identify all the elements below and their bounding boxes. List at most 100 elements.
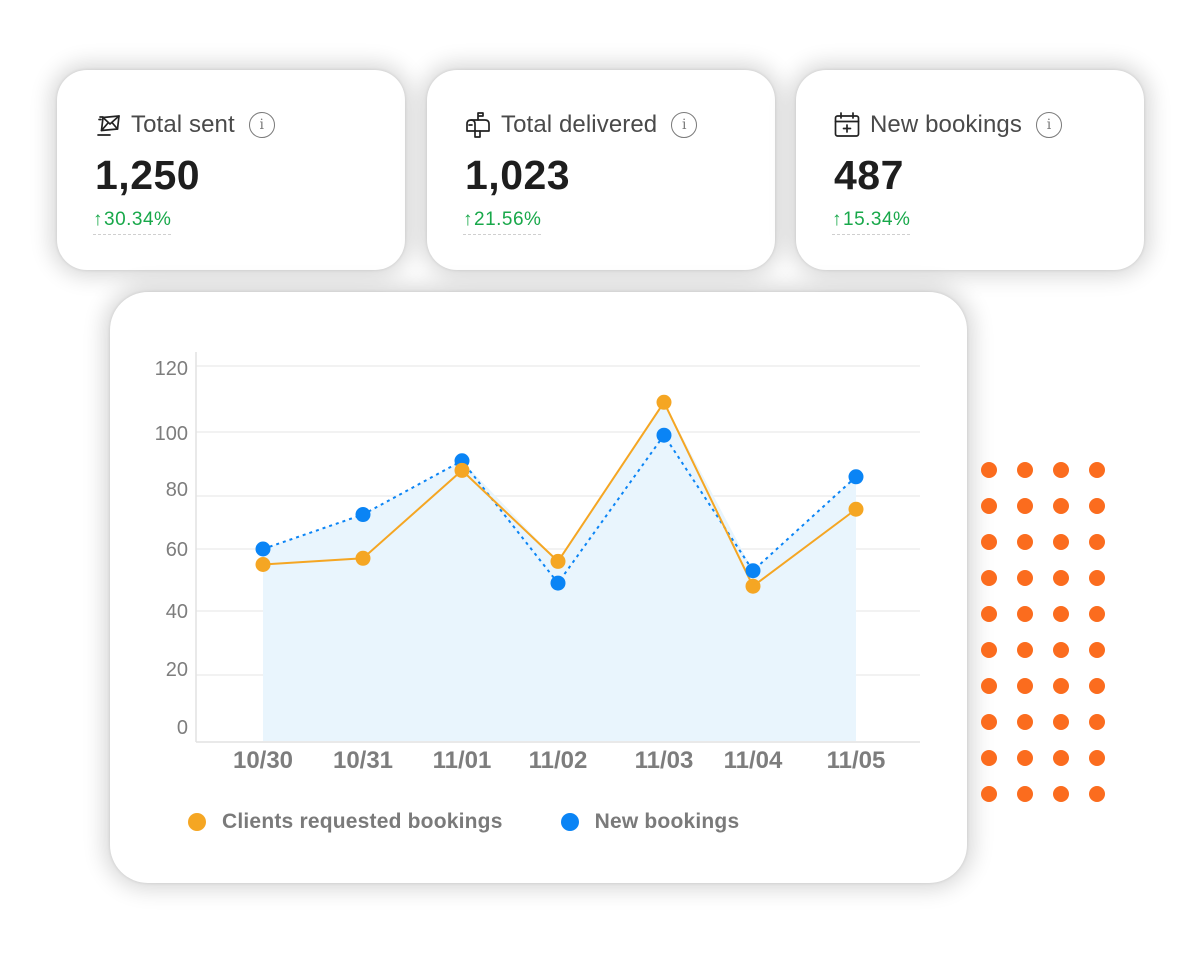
decorative-dot: [1053, 534, 1069, 550]
legend-item-new-bookings[interactable]: New bookings: [560, 810, 740, 834]
stat-value: 1,250: [95, 152, 201, 198]
decorative-dot: [981, 498, 997, 514]
stat-value: 1,023: [465, 152, 571, 198]
decorative-dot: [1017, 750, 1033, 766]
decorative-dot: [981, 642, 997, 658]
stat-label: Total delivered: [501, 111, 658, 138]
decorative-dot: [981, 606, 997, 622]
decorative-dot: [981, 570, 997, 586]
y-tick-label: 60: [166, 539, 188, 561]
decorative-dot: [1089, 714, 1105, 730]
decorative-dot: [1089, 462, 1105, 478]
decorative-dot: [1089, 750, 1105, 766]
y-tick-label: 100: [155, 423, 188, 445]
decorative-dot: [1089, 678, 1105, 694]
data-point-requested[interactable]: [454, 462, 470, 478]
data-point-requested[interactable]: [848, 501, 864, 517]
y-tick-label: 20: [166, 659, 188, 681]
y-tick-label: 120: [155, 358, 188, 380]
decorative-dot: [1089, 570, 1105, 586]
decorative-dot-grid: [981, 462, 1105, 802]
legend-item-requested[interactable]: Clients requested bookings: [188, 810, 503, 834]
x-tick-label: 10/31: [333, 747, 393, 774]
data-point-new-bookings[interactable]: [656, 427, 672, 443]
line-chart: 0 20 40 60 80 100 120 10/30 10/31 11/01 11/02 11/03…: [155, 352, 920, 774]
stat-label: Total sent: [131, 111, 235, 138]
legend-dot-orange-icon: [188, 813, 206, 831]
decorative-dot: [1053, 462, 1069, 478]
decorative-dot: [981, 786, 997, 802]
decorative-dot: [981, 534, 997, 550]
stat-change-value: 15.34%: [843, 209, 911, 230]
decorative-dot: [1053, 786, 1069, 802]
info-icon[interactable]: i: [1035, 112, 1062, 138]
data-point-new-bookings[interactable]: [848, 469, 864, 485]
decorative-dot: [1089, 498, 1105, 514]
decorative-dot: [1053, 678, 1069, 694]
decorative-dot: [1089, 606, 1105, 622]
x-tick-label: 11/03: [635, 747, 694, 774]
decorative-dot: [1053, 750, 1069, 766]
x-tick-label: 10/30: [233, 747, 293, 774]
legend-dot-blue-icon: [560, 813, 579, 831]
envelope-send-icon: [93, 110, 123, 140]
data-point-new-bookings[interactable]: [255, 541, 271, 557]
decorative-dot: [1017, 642, 1033, 658]
decorative-dot: [1053, 714, 1069, 730]
y-tick-label: 0: [177, 717, 188, 739]
calendar-plus-icon: [832, 110, 862, 140]
stat-header: Total sent i: [93, 110, 275, 140]
mailbox-icon: [463, 110, 493, 140]
decorative-dot: [1089, 534, 1105, 550]
arrow-up-icon: ↑: [463, 209, 473, 230]
stat-header: New bookings i: [832, 110, 1062, 140]
data-point-requested[interactable]: [745, 578, 761, 594]
decorative-dot: [1017, 714, 1033, 730]
stat-change-value: 21.56%: [474, 209, 542, 230]
decorative-dot: [981, 714, 997, 730]
decorative-dot: [1053, 498, 1069, 514]
area-fill: [263, 402, 856, 741]
stat-change: ↑15.34%: [832, 209, 911, 235]
stat-value: 487: [834, 152, 904, 198]
stat-label: New bookings: [870, 111, 1022, 138]
decorative-dot: [1017, 678, 1033, 694]
data-point-requested[interactable]: [255, 557, 271, 572]
data-point-new-bookings[interactable]: [745, 563, 761, 579]
decorative-dot: [1053, 606, 1069, 622]
decorative-dot: [981, 750, 997, 766]
x-tick-label: 11/05: [827, 747, 886, 774]
line-chart-card: 0 20 40 60 80 100 120 10/30 10/31 11/01 11/02 11/03…: [110, 292, 967, 883]
decorative-dot: [1089, 786, 1105, 802]
stat-change: ↑21.56%: [463, 209, 542, 235]
stat-header: Total delivered i: [463, 110, 698, 140]
x-tick-label: 11/02: [529, 747, 588, 774]
decorative-dot: [1017, 534, 1033, 550]
data-point-requested[interactable]: [656, 394, 672, 410]
decorative-dot: [981, 678, 997, 694]
y-tick-label: 40: [166, 601, 188, 623]
data-point-new-bookings[interactable]: [355, 507, 371, 523]
x-tick-label: 11/04: [724, 747, 783, 774]
info-icon[interactable]: i: [671, 112, 698, 138]
data-point-new-bookings[interactable]: [550, 575, 566, 591]
legend-label: New bookings: [594, 810, 740, 833]
decorative-dot: [1089, 642, 1105, 658]
chart-legend: Clients requested bookings New bookings: [188, 810, 797, 834]
stat-card-total-delivered: Total delivered i 1,023 ↑21.56%: [427, 70, 775, 270]
decorative-dot: [1017, 498, 1033, 514]
decorative-dot: [1053, 642, 1069, 658]
x-tick-label: 11/01: [433, 747, 492, 774]
data-point-requested[interactable]: [355, 550, 371, 566]
decorative-dot: [1017, 462, 1033, 478]
decorative-dot: [1053, 570, 1069, 586]
decorative-dot: [1017, 606, 1033, 622]
stat-card-total-sent: Total sent i 1,250 ↑30.34%: [57, 70, 405, 270]
y-tick-label: 80: [166, 479, 188, 501]
data-point-requested[interactable]: [550, 553, 566, 569]
info-icon[interactable]: i: [248, 112, 275, 138]
stat-change-value: 30.34%: [104, 209, 172, 230]
decorative-dot: [1017, 570, 1033, 586]
arrow-up-icon: ↑: [93, 209, 103, 230]
stat-change: ↑30.34%: [93, 209, 172, 235]
